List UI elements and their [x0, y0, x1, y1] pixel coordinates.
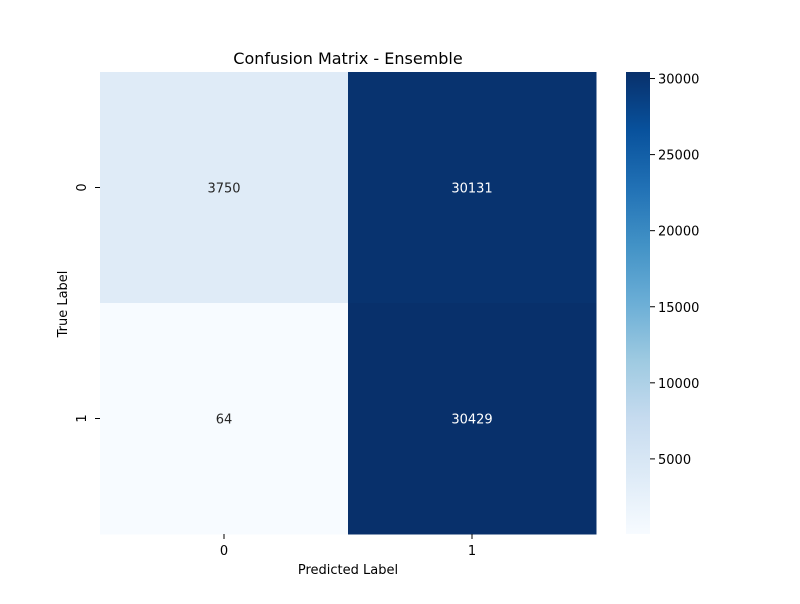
heatmap-cell-0-0 [100, 72, 349, 304]
colorbar-tick-label: 30000 [658, 73, 699, 88]
x-axis-label: Predicted Label [298, 563, 398, 578]
colorbar-tick-label: 15000 [658, 301, 699, 316]
y-axis: 01 [75, 183, 100, 423]
chart-title: Confusion Matrix - Ensemble [233, 49, 462, 68]
y-axis-label: True Label [56, 271, 71, 339]
colorbar-tick-label: 25000 [658, 149, 699, 164]
heatmap-cells [100, 72, 597, 535]
cell-value-label-1-1: 30429 [451, 413, 492, 428]
cell-value-label-0-1: 30131 [451, 182, 492, 197]
x-tick-label: 1 [468, 544, 476, 559]
colorbar-tick-label: 5000 [658, 453, 691, 468]
colorbar-tick-label: 10000 [658, 377, 699, 392]
y-tick-label: 1 [75, 414, 90, 422]
cell-value-label-0-0: 3750 [207, 182, 240, 197]
heatmap-value-labels: 3750 30131 64 30429 [207, 182, 492, 428]
cell-value-label-1-0: 64 [216, 413, 233, 428]
heatmap-cell-1-1 [348, 303, 597, 535]
colorbar [626, 72, 650, 534]
y-tick-label: 0 [75, 183, 90, 191]
colorbar-tick-label: 20000 [658, 225, 699, 240]
heatmap-cell-0-1 [348, 72, 597, 304]
heatmap-cell-1-0 [100, 303, 349, 535]
colorbar-ticks: 5000 10000 15000 20000 25000 30000 [650, 73, 699, 468]
x-tick-label: 0 [220, 544, 228, 559]
